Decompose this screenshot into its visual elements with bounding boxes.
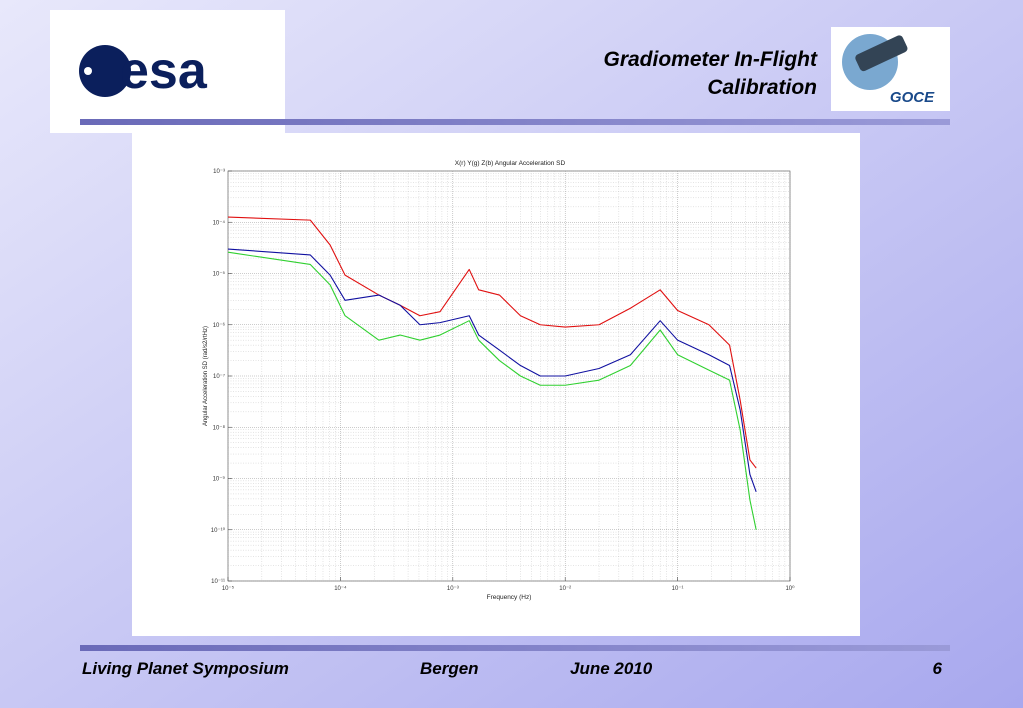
y-tick-label: 10⁻⁴ [213, 219, 226, 226]
footer-event: Living Planet Symposium [82, 659, 289, 678]
logo-circle [79, 45, 131, 97]
title: Calibration [707, 76, 817, 99]
x-tick-label: 10⁻⁵ [222, 585, 235, 592]
series-line [227, 248, 757, 492]
y-tick-label: 10⁻¹¹ [211, 579, 225, 585]
x-axis-label: Frequency (Hz) [487, 594, 532, 601]
logo-dot [84, 67, 92, 75]
series-line [227, 216, 757, 469]
goce-text: GOCE [890, 89, 935, 106]
series-line [227, 251, 757, 530]
footer-bar [80, 645, 950, 651]
y-tick-label: 10⁻⁹ [213, 476, 226, 483]
page-number: 6 [933, 659, 943, 678]
y-tick-label: 10⁻⁶ [213, 322, 226, 329]
y-tick-label: 10⁻¹⁰ [211, 527, 226, 534]
x-tick-label: 10⁻² [559, 586, 571, 592]
x-tick-label: 10⁻¹ [672, 586, 684, 592]
x-tick-label: 10⁻³ [447, 586, 459, 592]
logo-text: esa [120, 42, 208, 100]
header-bar [80, 119, 950, 125]
title: Gradiometer In-Flight [603, 48, 818, 71]
x-tick-label: 10⁻⁴ [334, 585, 347, 592]
y-tick-label: 10⁻⁵ [213, 271, 226, 278]
chart-title: X(r) Y(g) Z(b) Angular Acceleration SD [455, 160, 566, 167]
goce-satellite [855, 35, 908, 72]
y-tick-label: 10⁻⁸ [213, 424, 226, 431]
footer-date: June 2010 [570, 659, 653, 678]
footer-place: Bergen [420, 659, 479, 678]
y-tick-label: 10⁻³ [213, 169, 225, 175]
y-axis-label: Angular Acceleration SD (rad/s2/rtHz) [203, 326, 209, 426]
x-tick-label: 10⁰ [785, 585, 795, 592]
y-tick-label: 10⁻⁷ [213, 373, 225, 380]
